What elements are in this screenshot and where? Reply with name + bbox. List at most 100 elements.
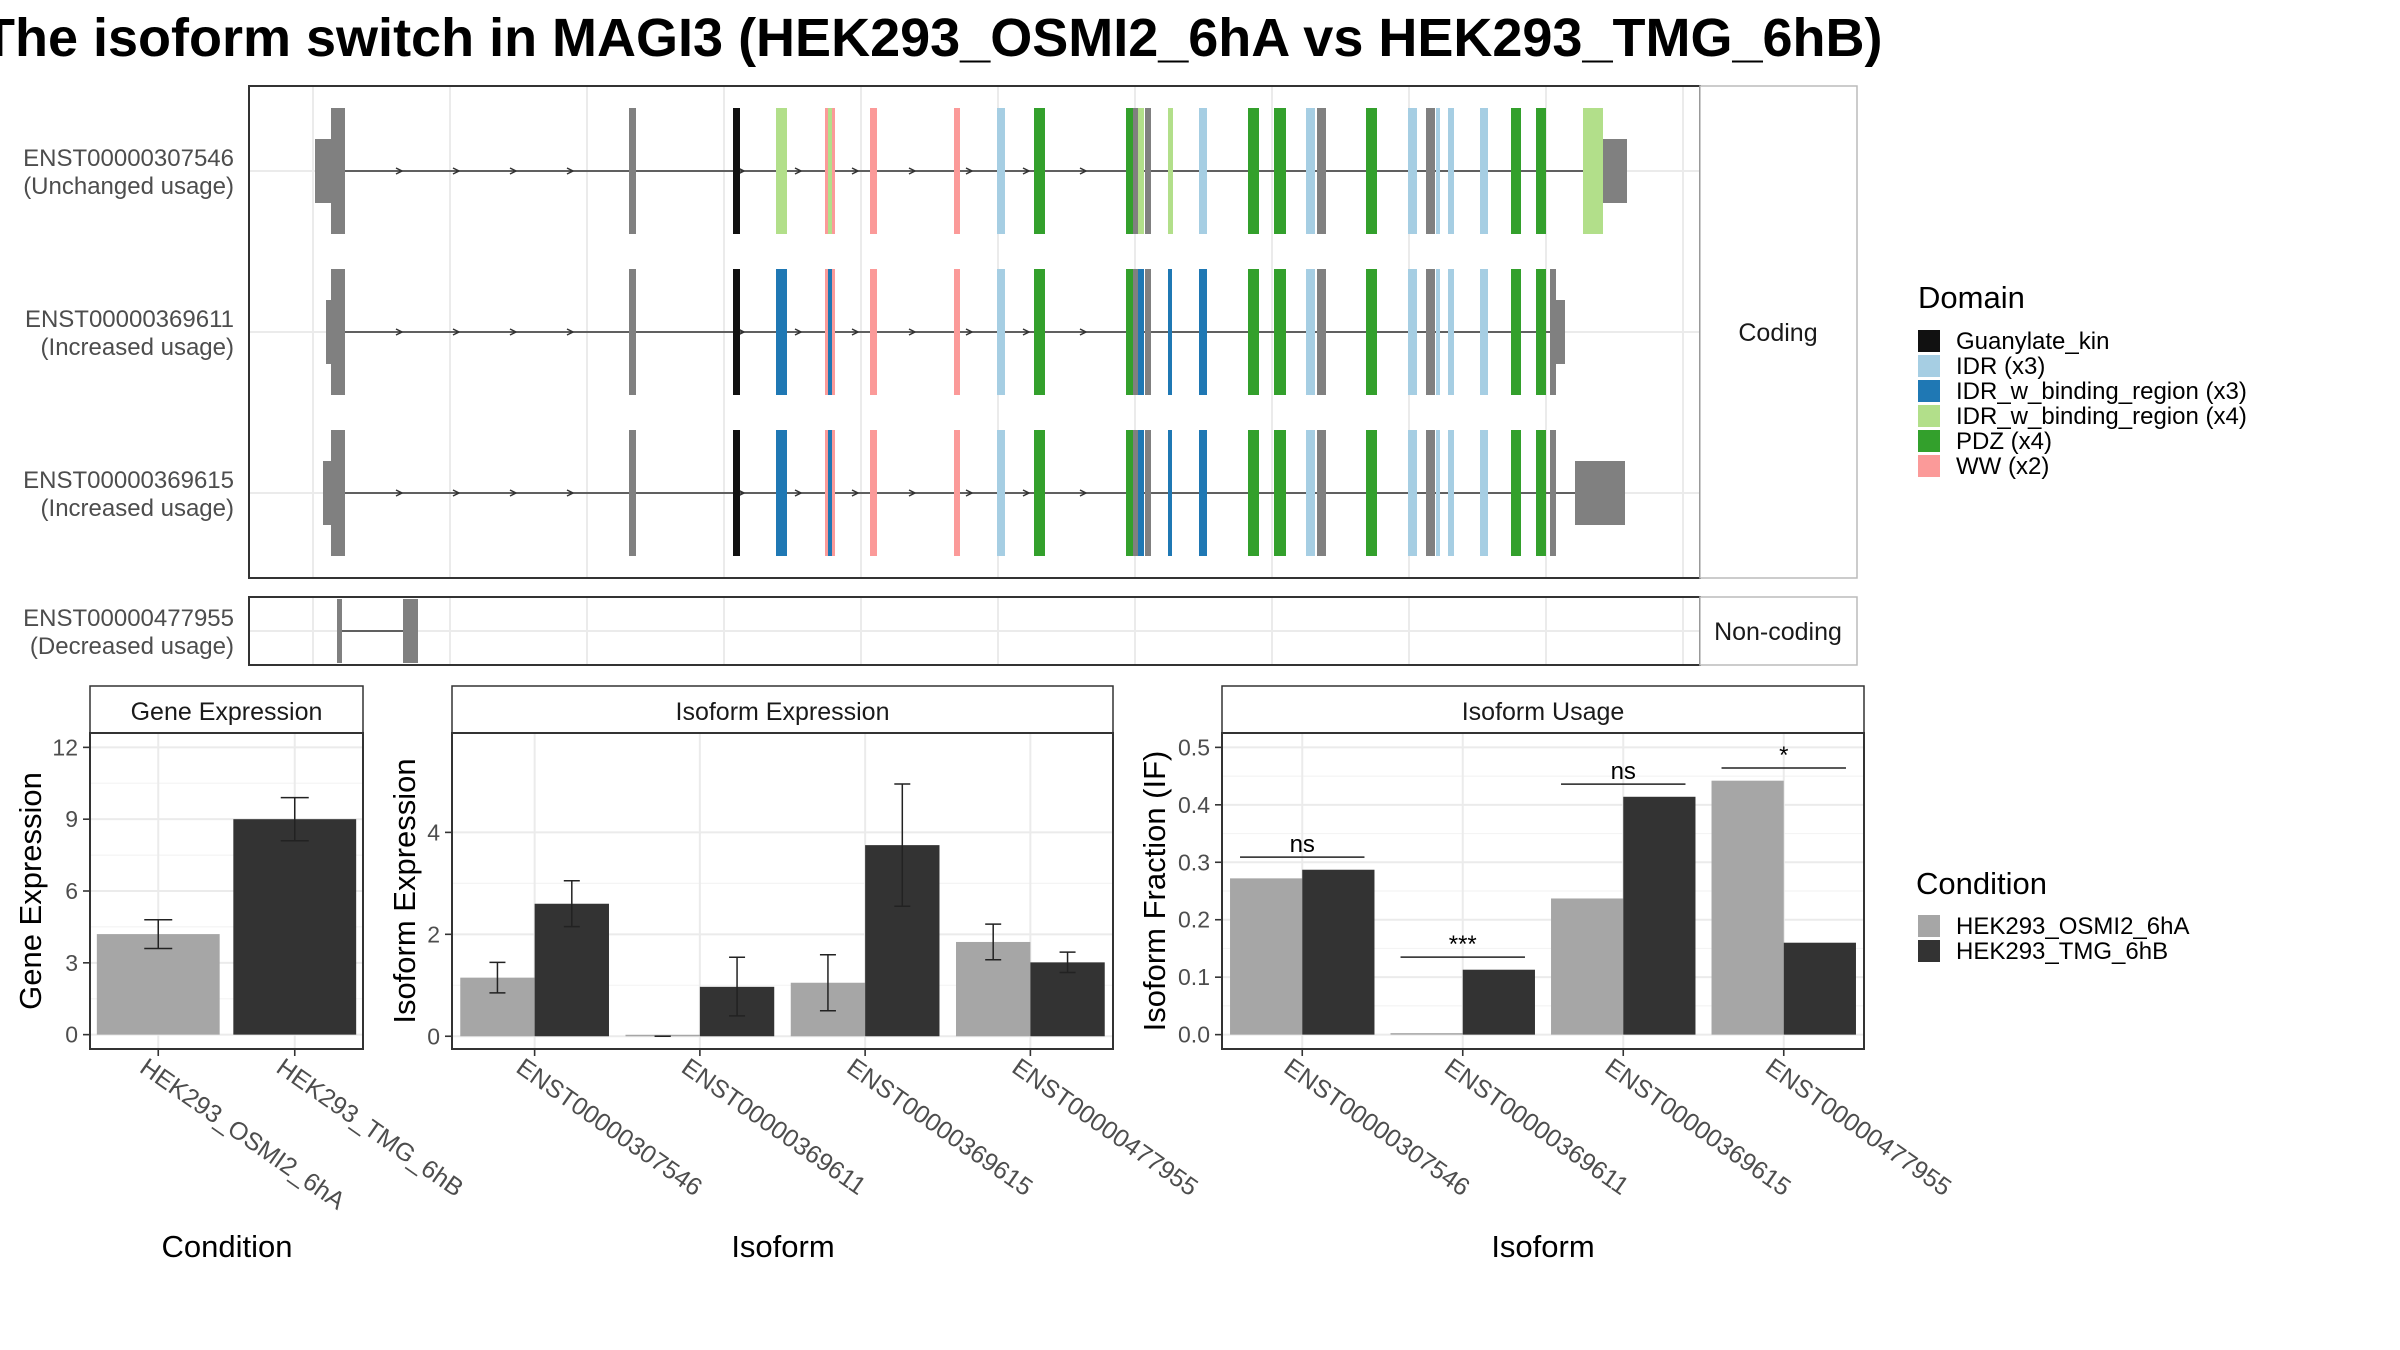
exon — [1480, 430, 1488, 556]
exon — [1436, 108, 1440, 234]
panel-title-strip — [451, 685, 1114, 734]
strand-arrow — [1022, 489, 1031, 497]
exon — [1511, 269, 1521, 395]
strand-arrow — [566, 328, 575, 336]
strand-arrow — [395, 167, 404, 175]
exon — [1133, 430, 1139, 556]
strand-arrow — [794, 328, 803, 336]
exon — [828, 430, 832, 556]
y-axis-title: Gene Expression — [13, 772, 48, 1010]
y-tick-label: 0 — [65, 1022, 78, 1048]
plot-border — [451, 732, 1114, 1050]
exon — [1248, 269, 1259, 395]
exon — [1199, 430, 1207, 556]
bar — [1783, 942, 1856, 1035]
exon — [1408, 430, 1417, 556]
strand-arrow — [908, 167, 917, 175]
exon — [1145, 108, 1151, 234]
strand-arrow — [509, 167, 518, 175]
isoform-id-label: ENST00000307546 — [23, 145, 234, 172]
exon — [1448, 108, 1454, 234]
strand-arrow — [965, 328, 974, 336]
exon — [1536, 108, 1546, 234]
domain-legend-label: PDZ (x4) — [1956, 428, 2052, 455]
y-tick-label: 6 — [65, 878, 78, 904]
exon — [828, 269, 832, 395]
domain-legend-swatch — [1918, 455, 1940, 477]
exon — [776, 108, 787, 234]
y-tick-label: 2 — [427, 921, 440, 947]
exon — [1436, 430, 1440, 556]
exon — [776, 430, 787, 556]
exon — [1575, 461, 1625, 525]
exon — [1511, 108, 1521, 234]
y-tick-label: 12 — [52, 734, 78, 760]
exon — [1199, 108, 1207, 234]
exon — [1408, 108, 1417, 234]
plot-border — [1221, 732, 1865, 1050]
domain-legend-swatch — [1918, 430, 1940, 452]
exon — [1536, 269, 1546, 395]
exon — [1274, 108, 1286, 234]
exon — [997, 430, 1005, 556]
exon — [1317, 430, 1326, 556]
exon — [776, 269, 787, 395]
exon — [1138, 269, 1144, 395]
transcript-structure-plot: Coding Non-coding ENST00000307546(Unchange… — [23, 85, 1858, 666]
strand-arrow — [908, 328, 917, 336]
exon — [997, 269, 1005, 395]
y-tick-label: 4 — [427, 819, 440, 845]
strand-arrow — [452, 167, 461, 175]
exon — [331, 269, 345, 395]
x-axis-title: Condition — [162, 1229, 293, 1264]
exon — [1583, 108, 1603, 234]
exon — [870, 269, 877, 395]
y-tick-label: 3 — [65, 950, 78, 976]
exon — [733, 430, 740, 556]
exon — [1480, 108, 1488, 234]
bar — [1462, 969, 1535, 1035]
domain-legend-label: Guanylate_kin — [1956, 328, 2109, 355]
exon — [1168, 108, 1173, 234]
strand-arrow — [851, 167, 860, 175]
exon — [1034, 430, 1045, 556]
strand-arrow — [851, 328, 860, 336]
bar — [96, 934, 220, 1035]
panel-strip — [1699, 85, 1858, 579]
strand-arrow — [794, 489, 803, 497]
significance-label: ns — [1290, 831, 1315, 858]
exon — [954, 108, 960, 234]
exon — [1168, 430, 1172, 556]
exon — [1126, 430, 1133, 556]
exon — [1133, 269, 1139, 395]
exon — [1138, 108, 1144, 234]
condition-legend-label: HEK293_TMG_6hB — [1956, 938, 2168, 965]
exon — [1306, 430, 1315, 556]
condition-legend-swatch — [1918, 915, 1940, 937]
exon — [733, 108, 740, 234]
exon — [1199, 269, 1207, 395]
exon — [629, 269, 636, 395]
strand-arrow — [908, 489, 917, 497]
exon — [1550, 430, 1556, 556]
domain-legend-label: IDR_w_binding_region (x4) — [1956, 403, 2247, 430]
isoform-usage-label: (Increased usage) — [41, 495, 234, 522]
exon — [1306, 108, 1315, 234]
exon — [1408, 269, 1417, 395]
domain-legend-swatch — [1918, 380, 1940, 402]
strand-arrow — [395, 328, 404, 336]
exon — [1274, 269, 1286, 395]
panel-strip — [1699, 596, 1858, 666]
exon — [629, 430, 636, 556]
bar — [233, 819, 357, 1035]
y-axis-title: Isoform Expression — [387, 758, 422, 1023]
domain-legend-swatch — [1918, 405, 1940, 427]
bar — [1030, 962, 1105, 1037]
x-axis-title: Isoform — [1491, 1229, 1594, 1264]
y-tick-label: 0.2 — [1178, 907, 1210, 933]
significance-label: ns — [1611, 758, 1636, 785]
exon — [1126, 269, 1133, 395]
y-axis-title: Isoform Fraction (IF) — [1137, 751, 1172, 1032]
bar — [1390, 1033, 1463, 1035]
isoform-id-label: ENST00000477955 — [23, 605, 234, 632]
